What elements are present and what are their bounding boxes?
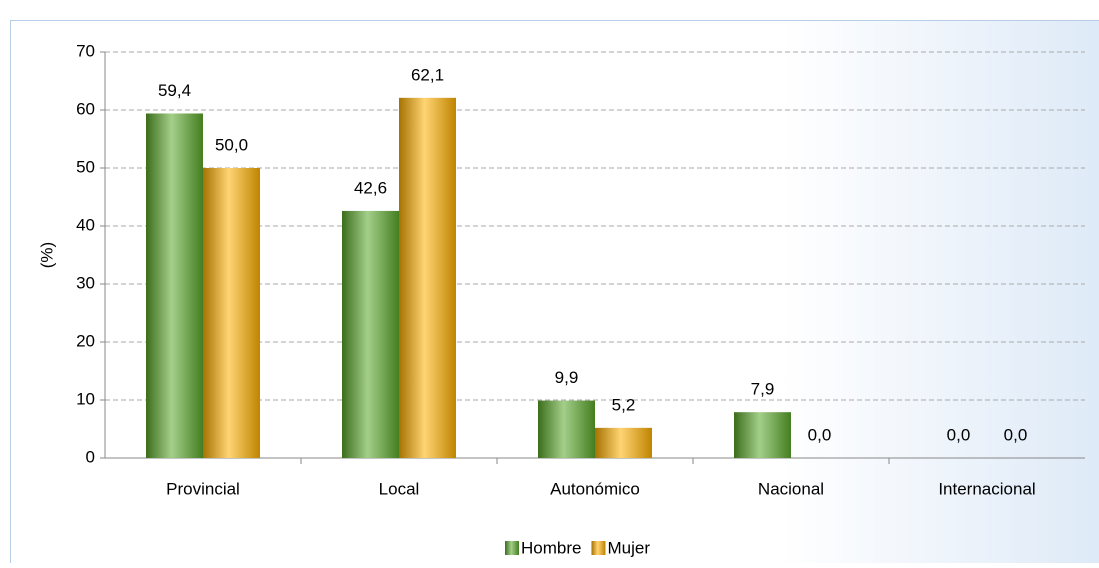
legend-swatch (505, 541, 519, 555)
legend-label: Hombre (521, 538, 581, 557)
y-tick-label: 20 (76, 331, 95, 350)
x-tick-label: Provincial (166, 479, 240, 498)
value-label: 62,1 (411, 65, 444, 84)
bar (734, 412, 791, 458)
value-label: 0,0 (808, 425, 832, 444)
value-label: 0,0 (1004, 425, 1028, 444)
value-label: 9,9 (555, 368, 579, 387)
y-tick-label: 0 (86, 447, 95, 466)
value-label: 7,9 (751, 380, 775, 399)
y-tick-label: 10 (76, 389, 95, 408)
value-label: 42,6 (354, 178, 387, 197)
value-label: 0,0 (947, 425, 971, 444)
bar (595, 428, 652, 458)
y-axis-label: (%) (37, 242, 56, 268)
x-tick-label: Autonómico (550, 479, 640, 498)
x-tick-label: Internacional (938, 479, 1035, 498)
value-label: 59,4 (158, 81, 191, 100)
y-tick-label: 30 (76, 273, 95, 292)
bar (399, 98, 456, 458)
bar (203, 168, 260, 458)
x-tick-label: Local (379, 479, 420, 498)
x-tick-label: Nacional (758, 479, 824, 498)
bar (538, 401, 595, 458)
legend-swatch (591, 541, 605, 555)
legend-label: Mujer (607, 538, 650, 557)
y-tick-label: 70 (76, 41, 95, 60)
y-tick-label: 50 (76, 157, 95, 176)
value-label: 5,2 (612, 395, 636, 414)
y-tick-label: 40 (76, 215, 95, 234)
bar (342, 211, 399, 458)
bar (146, 113, 203, 458)
y-tick-label: 60 (76, 99, 95, 118)
value-label: 50,0 (215, 135, 248, 154)
